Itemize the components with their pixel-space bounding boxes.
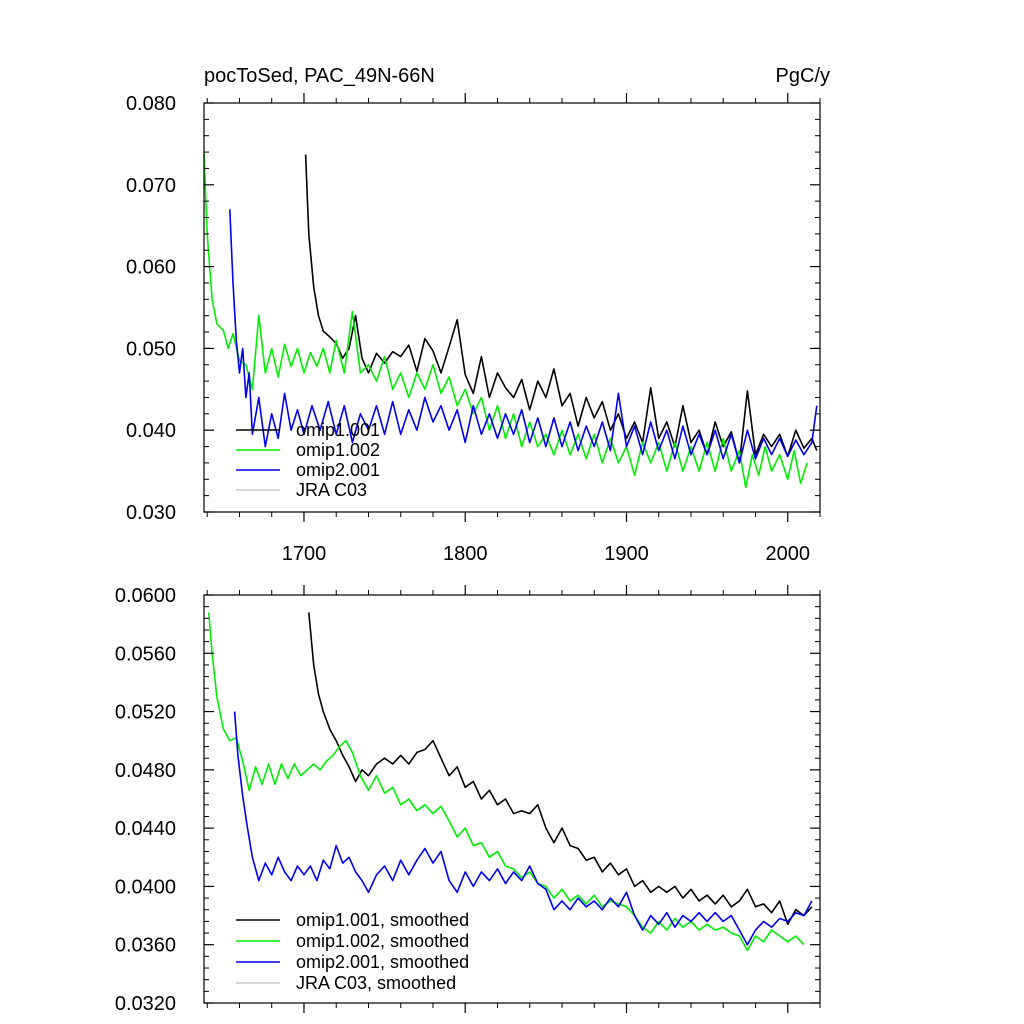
y-tick-label: 0.0320 — [115, 993, 176, 1015]
x-tick-label: 1900 — [604, 543, 649, 565]
top-plot-area: 0.030 0.040 0.050 0.060 0.070 0.080 1700 1800 19… — [126, 93, 821, 565]
legend-label: omip2.001 — [296, 460, 380, 480]
x-tick-label: 2000 — [765, 543, 810, 565]
bottom-plot-area: 0.0320 0.0360 0.0400 0.0440 0.0480 0.0520 0.05… — [115, 585, 821, 1015]
y-tick-label: 0.080 — [126, 93, 176, 115]
top-panel: pocToSed, PAC_49N-66N PgC/y 0.0300.0400.… — [126, 65, 830, 565]
y-tick-label: 0.0440 — [115, 818, 176, 840]
y-tick-label: 0.050 — [126, 338, 176, 360]
legend-label: omip1.002, smoothed — [296, 931, 469, 951]
series-line-1 — [208, 612, 805, 952]
y-tick-label: 0.0520 — [115, 702, 176, 724]
y-tick-label: 0.0600 — [115, 585, 176, 607]
x-tick-label: 1800 — [443, 543, 488, 565]
y-tick-label: 0.060 — [126, 257, 176, 279]
series-line-1 — [203, 153, 808, 489]
legend-label: omip1.001 — [296, 420, 380, 440]
legend-label: omip1.001, smoothed — [296, 910, 469, 930]
units-label: PgC/y — [776, 65, 830, 87]
legend-label: JRA C03 — [296, 480, 367, 500]
y-tick-label: 0.030 — [126, 502, 176, 524]
y-tick-label: 0.0360 — [115, 935, 176, 957]
series-line-0 — [304, 154, 818, 464]
y-tick-label: 0.040 — [126, 420, 176, 442]
chart-title: pocToSed, PAC_49N-66N — [204, 65, 435, 87]
y-tick-label: 0.0400 — [115, 876, 176, 898]
y-tick-label: 0.070 — [126, 175, 176, 197]
legend-label: omip1.002 — [296, 440, 380, 460]
legend-label: omip2.001, smoothed — [296, 952, 469, 972]
plot-frame — [203, 102, 821, 513]
plot-frame — [203, 594, 821, 1004]
y-tick-label: 0.0560 — [115, 643, 176, 665]
legend-label: JRA C03, smoothed — [296, 973, 456, 993]
series-line-2 — [229, 209, 818, 464]
y-tick-label: 0.0480 — [115, 760, 176, 782]
series-line-2 — [233, 711, 813, 946]
bottom-panel: 0.0320 0.0360 0.0400 0.0440 0.0480 0.0520 0.05… — [115, 585, 821, 1015]
series-line-0 — [308, 612, 813, 926]
x-tick-label: 1700 — [282, 543, 327, 565]
